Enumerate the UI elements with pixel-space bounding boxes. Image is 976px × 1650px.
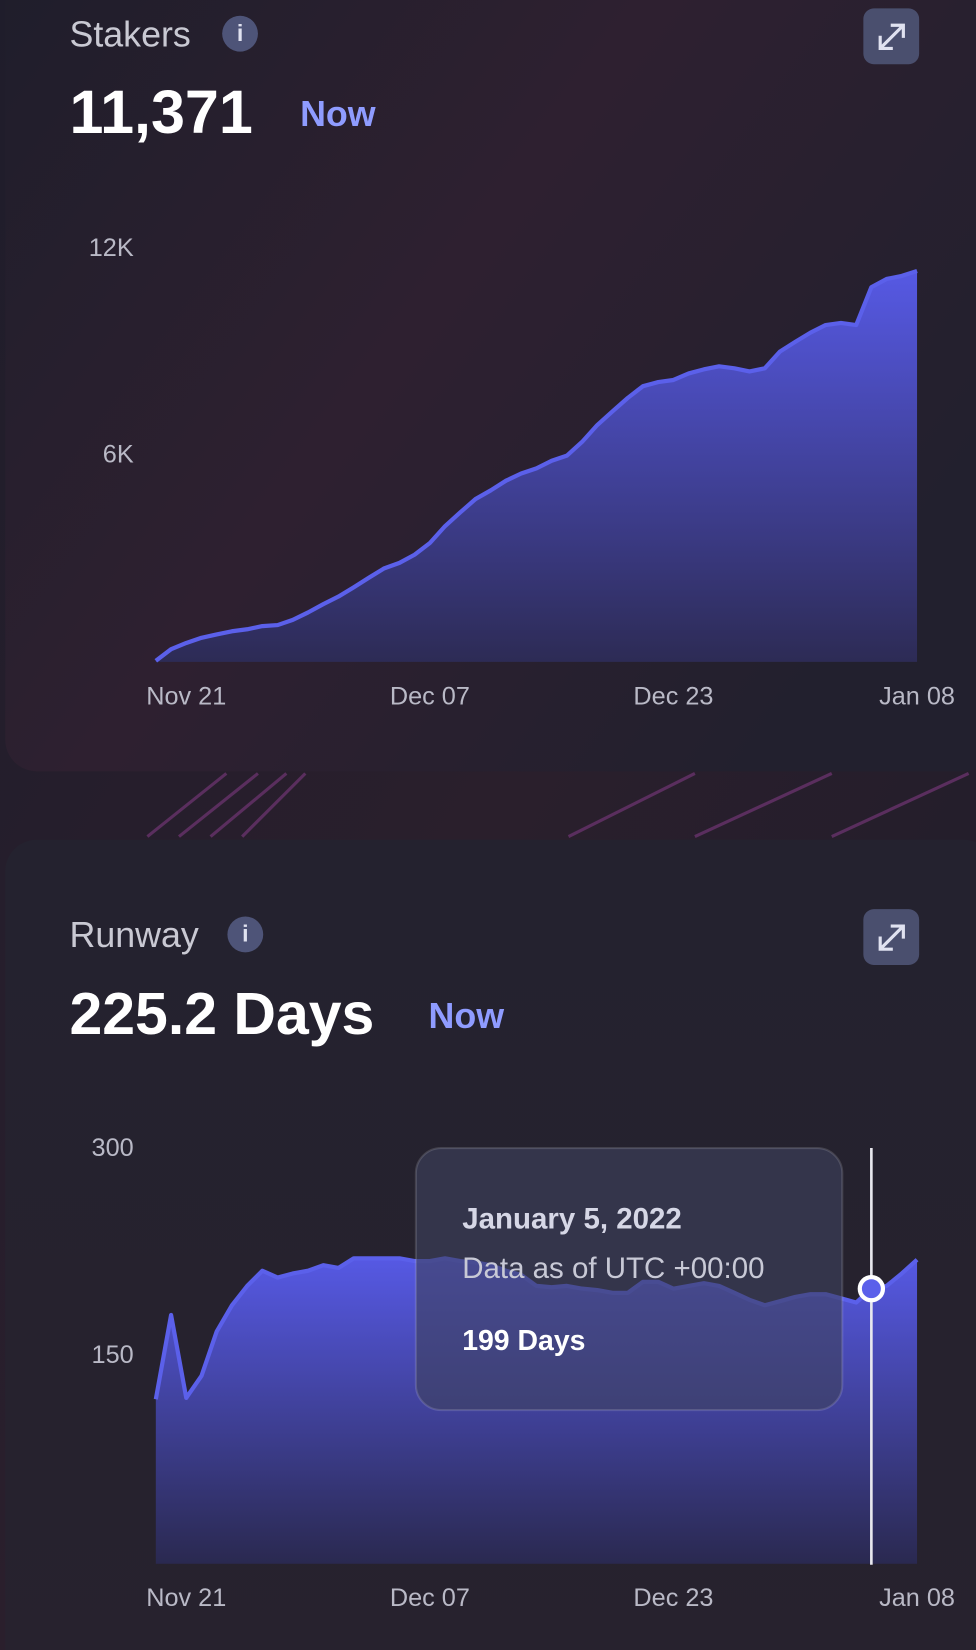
x-tick-label: Dec 07 — [390, 682, 470, 710]
tooltip-value: 199 Days — [462, 1325, 585, 1357]
y-tick-label: 12K — [89, 234, 134, 262]
card-title: Runway — [69, 915, 198, 955]
badge: Now — [429, 996, 505, 1036]
expand-icon — [878, 924, 905, 951]
y-tick-label: 300 — [92, 1134, 134, 1162]
tooltip: January 5, 2022 Data as of UTC +00:00 19… — [414, 1147, 844, 1412]
cursor-point — [857, 1275, 886, 1303]
x-tick-label: Dec 07 — [390, 1584, 470, 1612]
x-tick-label: Dec 23 — [633, 682, 713, 710]
card-title: Stakers — [69, 14, 190, 54]
y-tick-label: 6K — [103, 440, 134, 468]
area-line — [154, 268, 918, 663]
info-glyph: i — [242, 921, 248, 947]
x-tick-label: Nov 21 — [146, 1584, 226, 1612]
tooltip-box — [414, 1147, 844, 1412]
info-glyph: i — [237, 20, 243, 46]
badge: Now — [300, 94, 376, 134]
expand-icon — [878, 23, 905, 50]
decor-lines — [146, 772, 970, 839]
y-tick-label: 150 — [92, 1341, 134, 1369]
current-value: 225.2 Days — [69, 982, 374, 1047]
info-icon[interactable] — [222, 15, 258, 52]
info-icon[interactable] — [227, 916, 264, 953]
current-value: 11,371 — [69, 78, 252, 146]
x-tick-label: Nov 21 — [146, 682, 226, 710]
x-tick-label: Jan 08 — [879, 682, 955, 710]
x-tick-label: Jan 08 — [879, 1584, 955, 1612]
tooltip-date: January 5, 2022 — [462, 1202, 682, 1235]
x-tick-label: Dec 23 — [633, 1584, 713, 1612]
tooltip-note: Data as of UTC +00:00 — [462, 1252, 764, 1285]
